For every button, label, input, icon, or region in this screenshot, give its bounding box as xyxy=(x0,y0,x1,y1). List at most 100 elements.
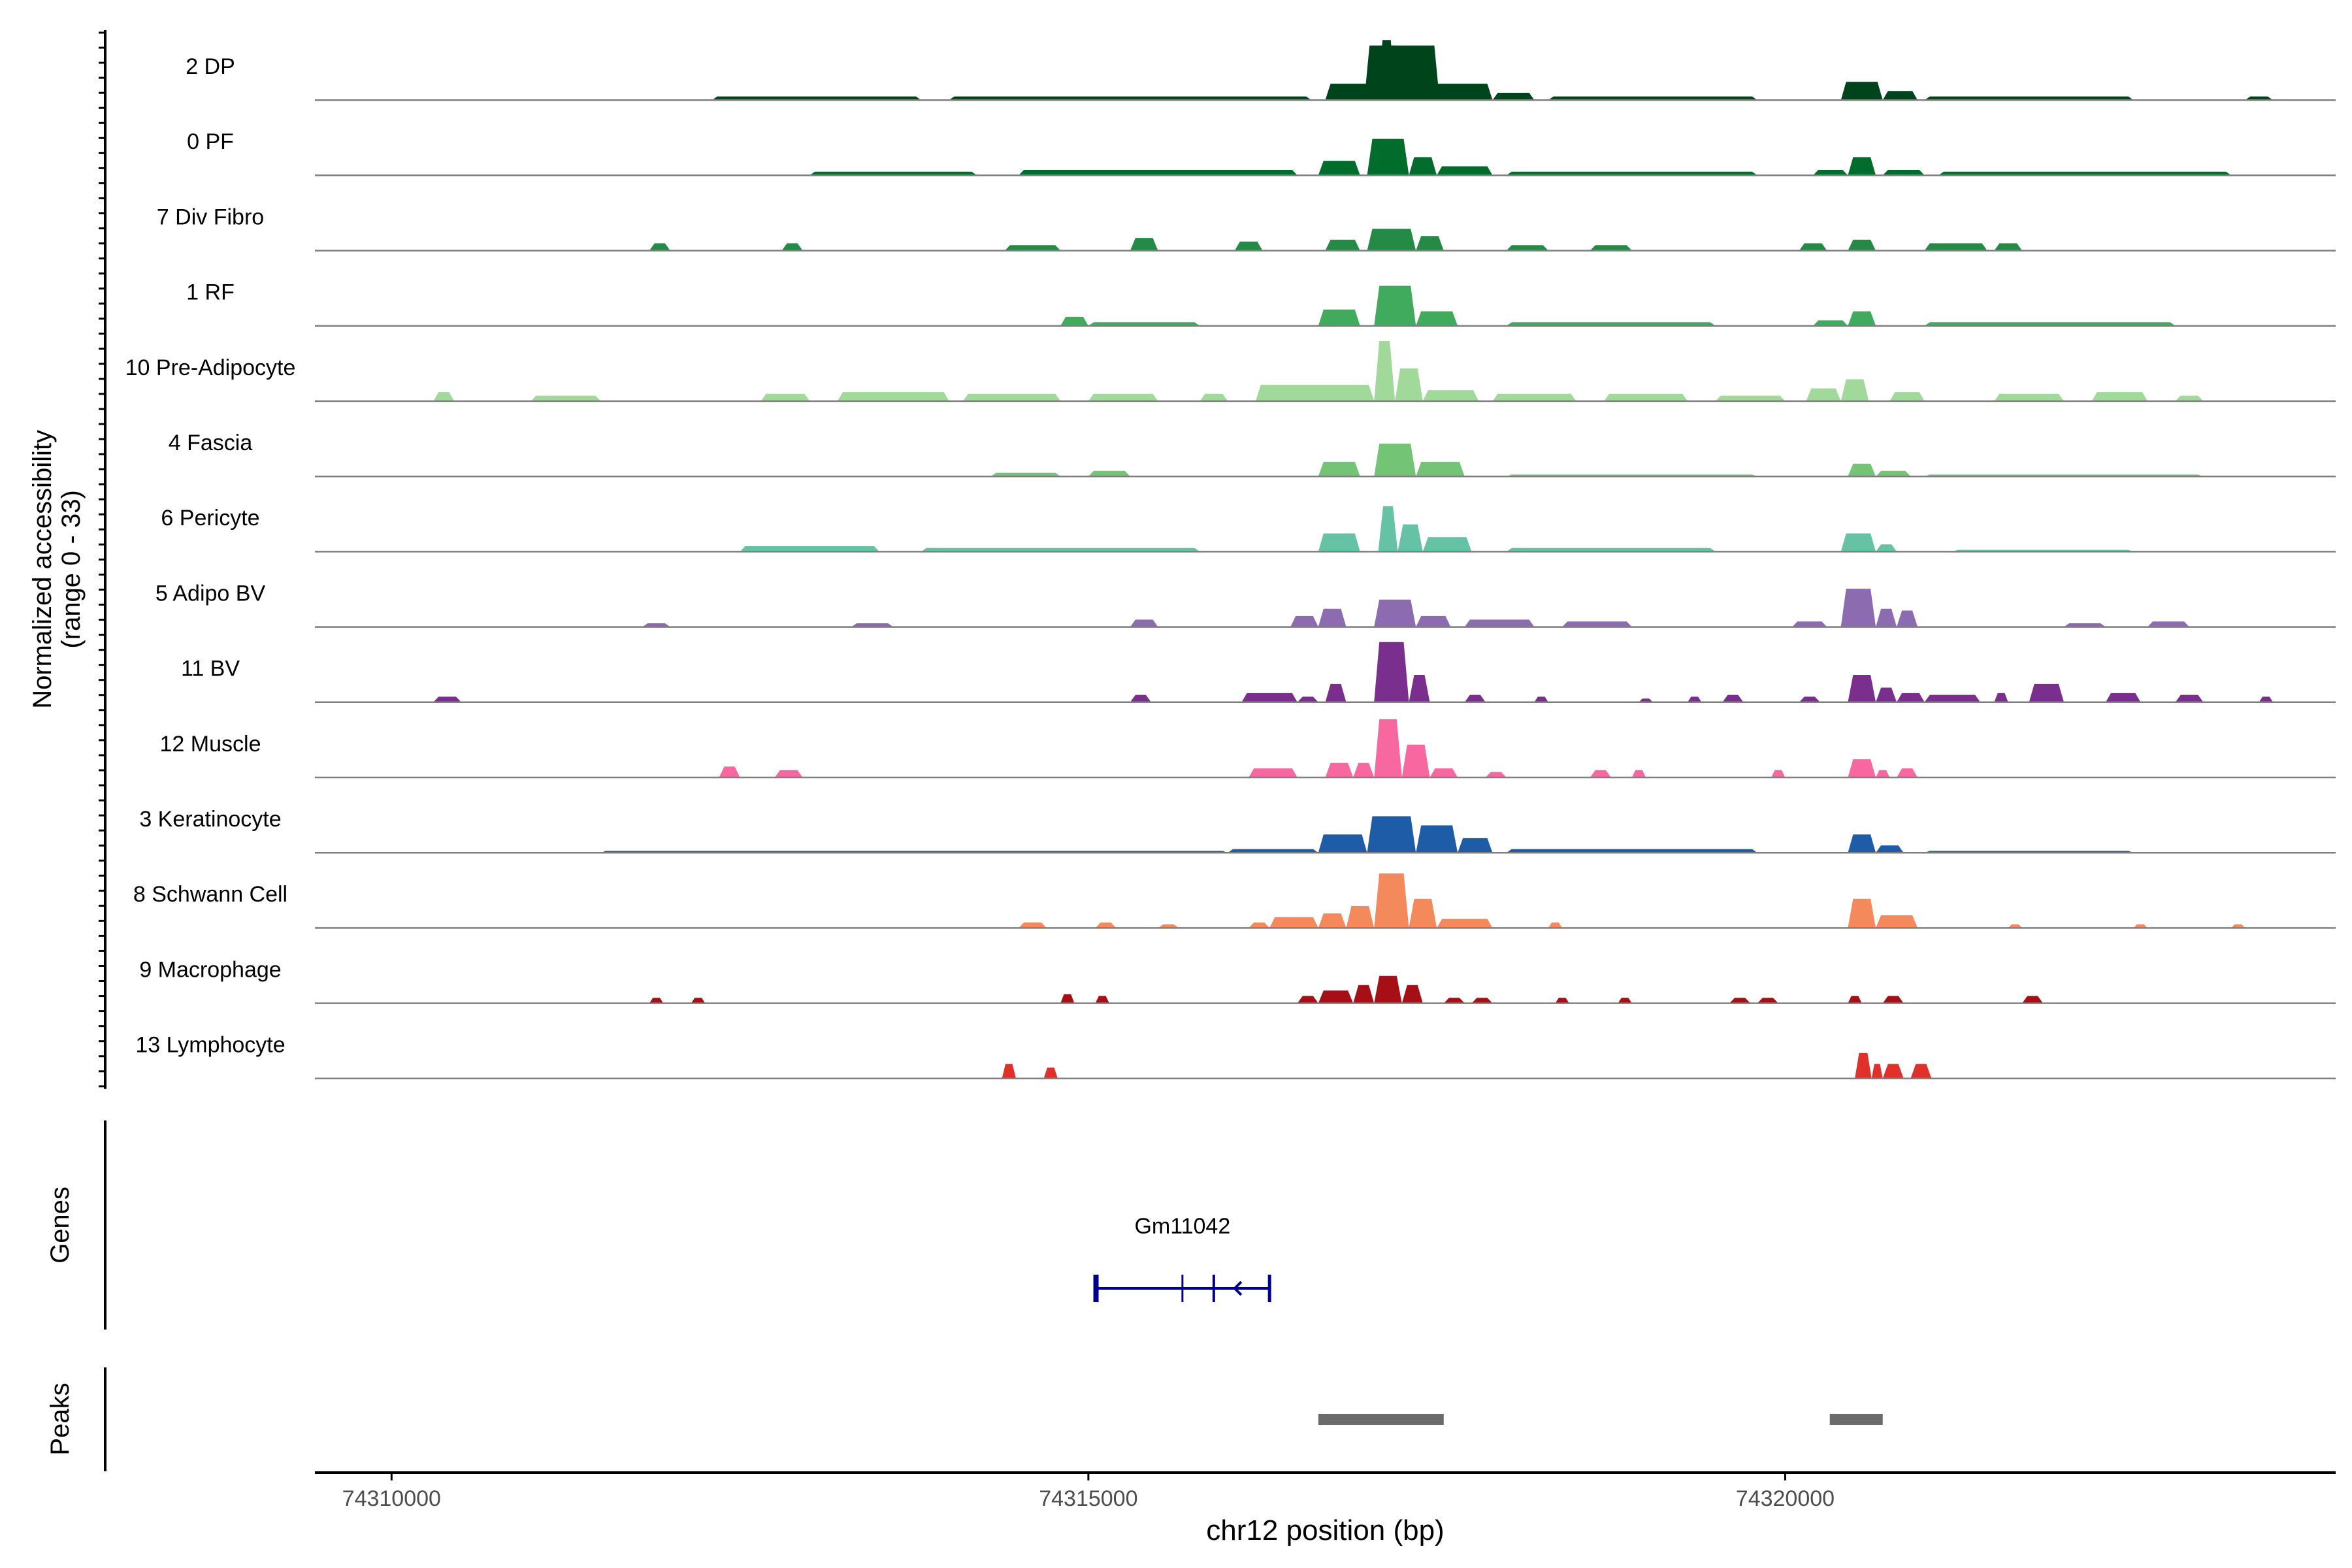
coverage-peak xyxy=(1318,608,1347,627)
coverage-peak xyxy=(760,393,810,401)
coverage-peak xyxy=(1882,1064,1904,1079)
coverage-peak xyxy=(1374,444,1416,477)
coverage-peak xyxy=(1374,599,1416,627)
coverage-peak xyxy=(1397,524,1423,552)
coverage-peak xyxy=(1506,849,1757,853)
coverage-peak xyxy=(1771,770,1786,777)
coverage-peak xyxy=(1729,998,1751,1004)
peaks-panel-title: Peaks xyxy=(46,1382,74,1455)
coverage-peak xyxy=(2091,392,2148,401)
coverage-peak xyxy=(719,766,740,777)
coverage-peak xyxy=(1458,838,1493,853)
coverage-peak xyxy=(1840,82,1883,101)
coverage-peak xyxy=(433,696,461,702)
coverage-peak xyxy=(1848,759,1876,777)
gene-exon xyxy=(1093,1275,1099,1302)
track-label: 0 PF xyxy=(187,129,234,154)
coverage-peak xyxy=(1757,998,1778,1004)
y-axis-title-line2: (range 0 - 33) xyxy=(57,490,86,648)
x-tick-label: 74320000 xyxy=(1736,1486,1835,1511)
x-tick-label: 74315000 xyxy=(1039,1486,1137,1511)
coverage-peak xyxy=(1019,923,1047,928)
coverage-peak xyxy=(1464,694,1486,702)
coverage-peak xyxy=(1367,229,1416,251)
coverage-peak xyxy=(1848,898,1876,928)
coverage-peak xyxy=(1200,393,1228,401)
coverage-peak xyxy=(1813,320,1848,326)
coverage-peak xyxy=(1813,170,1848,176)
coverage-peak xyxy=(2259,696,2273,702)
coverage-peak xyxy=(1492,393,1576,401)
coverage-peak xyxy=(1722,694,1744,702)
coverage-peak xyxy=(1506,547,1716,552)
coverage-peak xyxy=(1422,390,1479,401)
track: 3 Keratinocyte xyxy=(139,807,2336,854)
peak-region xyxy=(1318,1414,1444,1425)
coverage-peak xyxy=(1325,683,1347,702)
gene-annotation: Gm11042 xyxy=(1093,1214,1271,1302)
coverage-peak xyxy=(1876,544,1897,552)
coverage-peak xyxy=(1555,998,1569,1004)
coverage-peak xyxy=(1876,470,1911,477)
gene-name-label: Gm11042 xyxy=(1134,1214,1230,1239)
genes-panel-title: Genes xyxy=(46,1186,74,1264)
track: 9 Macrophage xyxy=(139,957,2336,1004)
coverage-peak xyxy=(433,392,455,401)
y-axis xyxy=(99,30,106,1089)
coverage-peak xyxy=(2133,924,2148,928)
coverage-peak xyxy=(1889,392,1925,401)
coverage-peak xyxy=(1241,693,1298,702)
coverage-peak xyxy=(2175,694,2204,702)
coverage-peak xyxy=(1416,236,1444,251)
coverage-peak xyxy=(1437,166,1493,176)
coverage-peak xyxy=(1437,919,1493,928)
peak-regions xyxy=(1318,1414,1883,1425)
coverage-peak xyxy=(1994,393,2064,401)
coverage-peak xyxy=(1088,393,1158,401)
y-axis-title-line1: Normalized accessibility xyxy=(28,430,57,709)
coverage-peak xyxy=(1318,309,1360,326)
coverage-peak xyxy=(1374,341,1396,401)
coverage-peak xyxy=(1060,994,1075,1004)
coverage-peak xyxy=(711,96,921,101)
track-label: 1 RF xyxy=(186,280,235,305)
coverage-peak xyxy=(1249,768,1298,777)
coverage-peak xyxy=(1548,923,1563,928)
coverage-peak xyxy=(1492,93,1535,101)
coverage-peak xyxy=(1897,610,1918,627)
coverage-peak xyxy=(1848,311,1876,326)
coverage-peak xyxy=(1871,1064,1883,1079)
coverage-peak xyxy=(1994,243,2023,251)
coverage-peak xyxy=(1848,675,1876,702)
coverage-peak xyxy=(1318,161,1360,176)
track-label: 4 Fascia xyxy=(169,431,253,455)
coverage-peak xyxy=(1882,91,1918,101)
coverage-peak xyxy=(1374,719,1402,777)
coverage-tracks: 2 DP 0 PF 7 Div Fibro 1 RF 10 Pre-Adipocyte 4… xyxy=(125,40,2336,1080)
coverage-peak xyxy=(1840,533,1876,552)
track: 5 Adipo BV xyxy=(155,581,2336,628)
track: 8 Schwann Cell xyxy=(133,873,2336,929)
coverage-peak xyxy=(1095,996,1109,1004)
coverage-peak xyxy=(531,395,601,401)
coverage-peak xyxy=(1897,693,1925,702)
coverage-peak xyxy=(1255,384,1375,401)
coverage-peak xyxy=(649,243,670,251)
track-label: 10 Pre-Adipocyte xyxy=(125,355,296,380)
track-label: 8 Schwann Cell xyxy=(133,882,287,907)
coverage-peak xyxy=(2029,683,2064,702)
track: 0 PF xyxy=(187,129,2336,176)
track-label: 5 Adipo BV xyxy=(155,581,266,606)
coverage-peak xyxy=(1534,696,1548,702)
x-tick-label: 74310000 xyxy=(342,1486,441,1511)
coverage-peak xyxy=(1924,322,2176,326)
coverage-peak xyxy=(1882,170,1925,176)
coverage-peak xyxy=(1924,96,2134,101)
coverage-peak xyxy=(642,623,670,627)
coverage-peak xyxy=(1325,84,1493,101)
coverage-peak xyxy=(1994,693,2008,702)
track: 4 Fascia xyxy=(169,431,2336,478)
coverage-peak xyxy=(2008,924,2023,928)
coverage-peak xyxy=(1416,825,1458,853)
track: 10 Pre-Adipocyte xyxy=(125,341,2336,402)
